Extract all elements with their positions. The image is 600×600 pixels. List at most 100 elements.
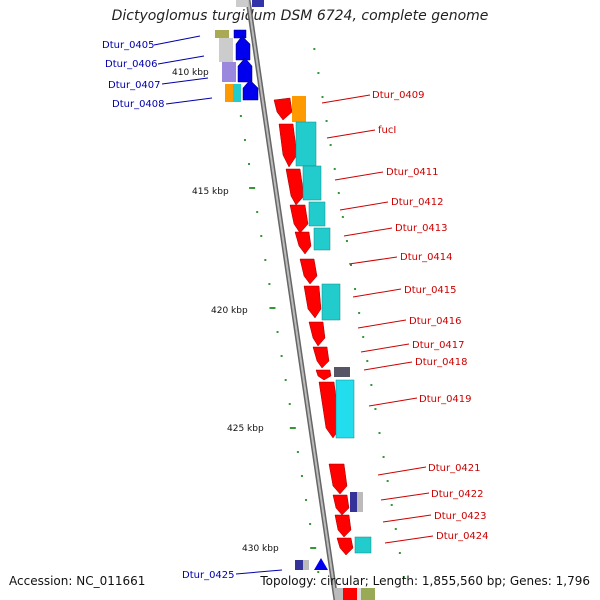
minor-tick [374, 408, 377, 410]
major-tick [249, 187, 256, 189]
gene-arrow-dtur-0413 [294, 231, 312, 255]
minor-tick [296, 451, 299, 453]
cog-block [354, 536, 372, 554]
minor-tick [284, 379, 287, 381]
scale-labels: 410 kbp 415 kbp 420 kbp 425 kbp 430 kbp [172, 68, 279, 554]
minor-tick [305, 499, 308, 501]
scale-label: 425 kbp [227, 424, 264, 434]
cog-block [313, 227, 331, 251]
minor-tick [394, 528, 397, 530]
cog-block [295, 121, 317, 167]
map-title: Dictyoglomus turgidum DSM 6724, complete… [111, 8, 489, 24]
gene-label-right: Dtur_0423 [434, 511, 487, 522]
cog-block [357, 492, 363, 512]
minor-tick [248, 163, 251, 165]
backbone [245, 0, 339, 600]
major-tick [289, 427, 296, 429]
gene-label-right: Dtur_0412 [391, 197, 444, 208]
cog-block [222, 62, 236, 82]
bottom-features [295, 558, 375, 600]
right-strand [273, 97, 354, 556]
minor-tick [382, 456, 385, 458]
gene-arrow-dtur-0414 [299, 258, 318, 285]
cog-block [308, 201, 326, 227]
topology-text: Topology: circular; Length: 1,855,560 bp… [260, 574, 590, 588]
minor-tick [288, 403, 291, 405]
cog-block [219, 38, 233, 62]
gene-label-right: fucI [378, 125, 396, 136]
gene-arrow-dtur-0407 [237, 57, 253, 83]
cog-block [215, 30, 229, 38]
top-features [236, 0, 264, 7]
minor-tick [350, 264, 352, 266]
minor-tick [341, 216, 344, 218]
minor-tick [345, 240, 348, 242]
minor-tick [317, 72, 320, 74]
gene-label-right: Dtur_0415 [404, 285, 457, 296]
cog-block [335, 379, 355, 439]
minor-tick [402, 576, 405, 578]
cog-block [334, 367, 350, 377]
gene-arrow-dtur-0417 [312, 346, 330, 369]
minor-tick [268, 283, 271, 285]
gene-label-left: Dtur_0425 [182, 570, 235, 581]
minor-tick [276, 331, 279, 333]
gene-arrow-dtur-0412 [289, 204, 309, 234]
minor-tick [386, 480, 389, 482]
cog-block [302, 165, 322, 201]
minor-tick [317, 571, 320, 573]
scale-label: 415 kbp [192, 187, 229, 197]
right-labels: Dtur_0409 fucI Dtur_0411 Dtur_0412 Dtur_… [321, 90, 489, 544]
minor-tick [378, 432, 381, 434]
gene-label-right: Dtur_0422 [431, 489, 484, 500]
gene-arrow-dtur-0421 [328, 463, 348, 495]
gene-label-right: Dtur_0424 [436, 531, 489, 542]
minor-tick [398, 552, 401, 554]
minor-tick [256, 211, 259, 213]
minor-tick [333, 168, 336, 170]
gene-label-right: Dtur_0409 [372, 90, 425, 101]
gene-label-right: Dtur_0417 [412, 340, 465, 351]
accession-text: Accession: NC_011661 [9, 574, 146, 588]
gene-arrow-dtur-0416 [308, 321, 326, 347]
minor-tick [243, 139, 246, 141]
gene-arrow-fuci [278, 123, 298, 168]
gene-label-right: Dtur_0421 [428, 463, 481, 474]
minor-tick [354, 288, 357, 290]
minor-tick [366, 360, 369, 362]
scale-label: 420 kbp [211, 306, 248, 316]
minor-tick [362, 336, 365, 338]
left-labels: Dtur_0405 Dtur_0406 Dtur_0407 Dtur_0408 … [102, 35, 283, 581]
cog-block [225, 84, 233, 102]
gene-arrow-dtur-0406 [235, 35, 251, 61]
minor-tick [358, 312, 361, 314]
minor-tick [329, 144, 332, 146]
gene-arrow-dtur-0422 [332, 494, 350, 516]
gene-label-right: Dtur_0413 [395, 223, 448, 234]
gene-label-left: Dtur_0407 [108, 80, 161, 91]
gene-arrow-dtur-0405 [233, 29, 247, 39]
gene-label-right: Dtur_0411 [386, 167, 439, 178]
gene-arrow-dtur-0425 [314, 558, 328, 570]
right-cog-blocks [292, 96, 372, 554]
gene-arrow-dtur-0423 [334, 514, 352, 538]
minor-tick [337, 192, 340, 194]
minor-tick [260, 235, 263, 237]
gene-arrow-dtur-0408 [242, 79, 259, 101]
gene-arrow-dtur-0415 [303, 285, 322, 319]
gene-arrow-dtur-0424 [336, 537, 354, 556]
cog-block [321, 283, 341, 321]
left-strand [215, 29, 259, 102]
gene-label-right: Dtur_0418 [415, 357, 468, 368]
gene-arrow-dtur-0411 [285, 168, 305, 206]
major-tick [310, 547, 317, 549]
minor-tick [264, 259, 267, 261]
gene-arrow-dtur-0418 [315, 369, 332, 381]
minor-tick [280, 355, 283, 357]
major-tick [269, 307, 276, 309]
minor-tick [321, 96, 324, 98]
minor-tick [390, 504, 393, 506]
scale-label: 430 kbp [242, 544, 279, 554]
gene-label-right: Dtur_0416 [409, 316, 462, 327]
